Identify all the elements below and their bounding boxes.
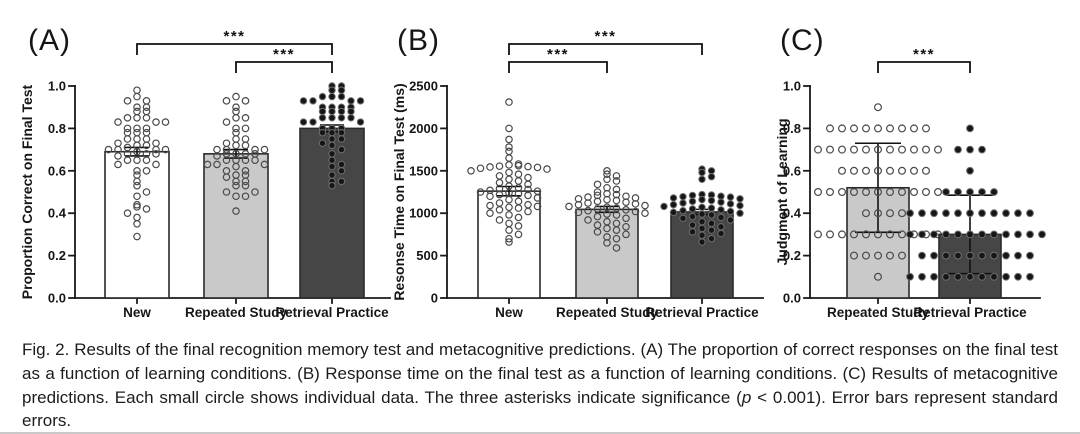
significance-bracket-0: *** (877, 46, 971, 73)
points-retrieval-practice (299, 82, 365, 190)
significance-stars: *** (913, 46, 935, 63)
points-repeated-study (813, 103, 943, 281)
svg-text:2500: 2500 (409, 79, 438, 94)
svg-text:0.2: 0.2 (48, 248, 66, 263)
caption-text-2: < 0.001). Error bars represent standard … (22, 387, 1058, 431)
y-axis-title: Proportion Correct on Final Test (19, 84, 35, 299)
figure-caption: Fig. 2. Results of the final recognition… (22, 338, 1058, 433)
panel-b-label: (B) (397, 24, 440, 57)
svg-text:0.6: 0.6 (783, 163, 801, 178)
category-label-retrieval-practice: Retrieval Practice (913, 305, 1027, 320)
panel-a-label: (A) (28, 24, 71, 57)
svg-text:0.4: 0.4 (783, 206, 802, 221)
significance-stars: *** (547, 46, 569, 63)
points-retrieval-practice (906, 124, 1046, 281)
bar-repeated-study (203, 153, 269, 299)
svg-text:1500: 1500 (409, 163, 438, 178)
y-axis-title: Resonse Time on Final Test (ms) (391, 83, 407, 300)
svg-text:0.0: 0.0 (783, 291, 801, 306)
points-new (467, 98, 551, 246)
significance-bracket-1: *** (235, 46, 333, 73)
svg-text:0.4: 0.4 (48, 206, 67, 221)
caption-text-1: Fig. 2. Results of the final recognition… (22, 340, 1058, 407)
significance-bracket-1: *** (508, 46, 608, 73)
svg-text:0.0: 0.0 (48, 291, 66, 306)
category-label-new: New (123, 305, 151, 320)
tick-labels: 0.0 0.2 0.4 0.6 0.8 1.0 (783, 79, 802, 306)
significance-stars: *** (594, 28, 616, 45)
panel-b: (B) 0 500 1000 1500 2000 2500 Resonse Time on … (385, 0, 764, 332)
bottom-divider (0, 432, 1080, 434)
category-label-retrieval-practice: Retrieval Practice (645, 305, 759, 320)
y-axis-title: Judgment of Learning (774, 119, 790, 266)
svg-text:500: 500 (416, 248, 438, 263)
points-new (104, 86, 170, 241)
category-label-repeated-study: Repeated Study (556, 305, 659, 320)
svg-text:0.8: 0.8 (48, 121, 66, 136)
svg-text:0: 0 (431, 291, 438, 306)
bar-new (104, 150, 170, 299)
figure-panels: (A) 0.0 0.2 0.4 0.6 0.8 1.0 Proportion Correct… (0, 0, 1080, 332)
panel-a: (A) 0.0 0.2 0.4 0.6 0.8 1.0 Proportion Correct… (0, 0, 391, 332)
significance-stars: *** (273, 46, 295, 63)
points-repeated-study (203, 92, 269, 215)
significance-stars: *** (223, 28, 245, 45)
svg-text:1.0: 1.0 (48, 79, 66, 94)
caption-italic-p: p (741, 387, 752, 407)
svg-text:0.2: 0.2 (783, 248, 801, 263)
tick-labels: 0 500 1000 1500 2000 2500 (409, 79, 438, 306)
svg-text:0.6: 0.6 (48, 163, 66, 178)
svg-text:1000: 1000 (409, 206, 438, 221)
svg-text:2000: 2000 (409, 121, 438, 136)
panel-c-label: (C) (780, 24, 825, 57)
panel-c: (C) 0.0 0.2 0.4 0.6 0.8 1.0 Judgment of Learni… (745, 0, 1080, 332)
category-label-repeated-study: Repeated Study (185, 305, 288, 320)
category-label-new: New (495, 305, 523, 320)
panel-a-chart: 0.0 0.2 0.4 0.6 0.8 1.0 Proportion Correct on … (19, 28, 391, 320)
bar-repeated-study (575, 208, 639, 299)
category-label-retrieval-practice: Retrieval Practice (275, 305, 389, 320)
points-repeated-study (565, 167, 649, 252)
panel-c-chart: 0.0 0.2 0.4 0.6 0.8 1.0 Judgment of Learning Re… (774, 46, 1046, 320)
svg-text:1.0: 1.0 (783, 79, 801, 94)
significance-bracket-0: *** (508, 28, 703, 55)
category-label-repeated-study: Repeated Study (827, 305, 930, 320)
points-retrieval-practice (660, 165, 744, 246)
svg-text:0.8: 0.8 (783, 121, 801, 136)
tick-labels: 0.0 0.2 0.4 0.6 0.8 1.0 (48, 79, 67, 306)
significance-bracket-0: *** (136, 28, 333, 55)
